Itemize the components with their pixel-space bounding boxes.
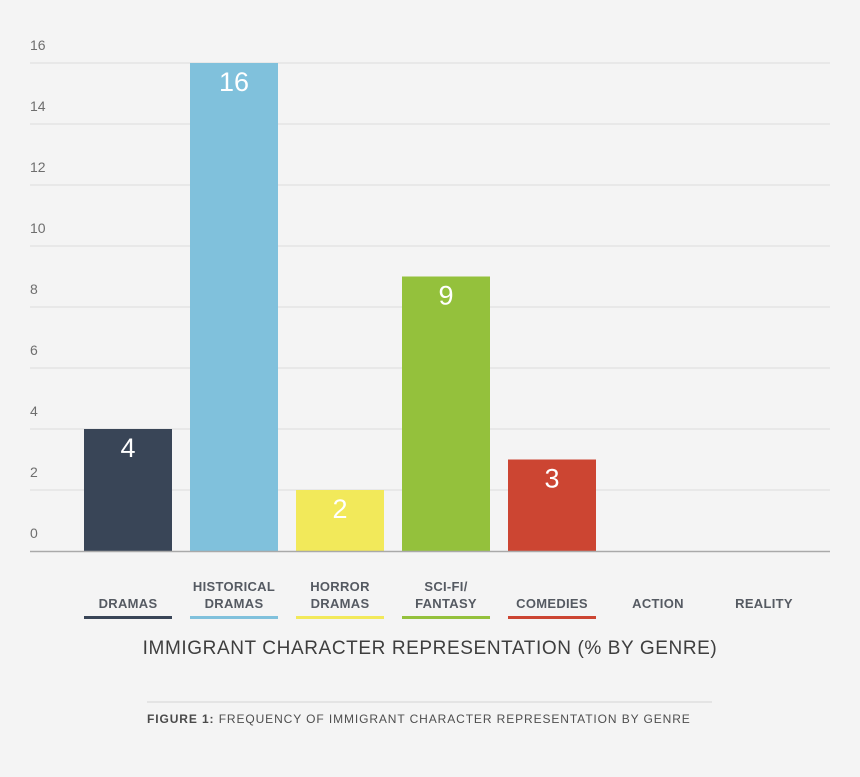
bar-value-label: 9 bbox=[438, 281, 453, 311]
bar-value-label: 2 bbox=[332, 494, 347, 524]
y-tick-label: 16 bbox=[30, 37, 46, 53]
bar-value-label: 3 bbox=[544, 464, 559, 494]
x-category-label: DRAMAS bbox=[311, 596, 370, 611]
figure-caption: FIGURE 1: FREQUENCY OF IMMIGRANT CHARACT… bbox=[147, 712, 712, 726]
x-category-label: HORROR bbox=[310, 579, 370, 594]
legend-underline bbox=[402, 616, 490, 619]
y-tick-label: 12 bbox=[30, 159, 46, 175]
x-category-label: FANTASY bbox=[415, 596, 477, 611]
y-tick-label: 4 bbox=[30, 403, 38, 419]
x-category-label: DRAMAS bbox=[205, 596, 264, 611]
bar bbox=[84, 429, 172, 551]
x-category-label: SCI-FI/ bbox=[424, 579, 467, 594]
legend-underline bbox=[84, 616, 172, 619]
legend-underline bbox=[190, 616, 278, 619]
x-category-label: REALITY bbox=[735, 596, 793, 611]
bar-value-label: 4 bbox=[120, 433, 135, 463]
bars: 4 16 2 9 3 bbox=[84, 63, 596, 551]
bar bbox=[402, 276, 490, 551]
bar bbox=[296, 490, 384, 551]
caption-text: FREQUENCY OF IMMIGRANT CHARACTER REPRESE… bbox=[218, 712, 691, 726]
bar bbox=[190, 63, 278, 551]
x-category-label: ACTION bbox=[632, 596, 684, 611]
y-tick-label: 0 bbox=[30, 525, 38, 541]
bar-value-label: 16 bbox=[219, 67, 249, 97]
x-category-label: HISTORICAL bbox=[193, 579, 275, 594]
bar bbox=[508, 459, 596, 551]
legend-underline bbox=[296, 616, 384, 619]
y-tick-label: 14 bbox=[30, 98, 46, 114]
x-category-label: COMEDIES bbox=[516, 596, 588, 611]
x-category-label: DRAMAS bbox=[99, 596, 158, 611]
figure-number: FIGURE 1: bbox=[147, 712, 215, 726]
y-tick-label: 6 bbox=[30, 342, 38, 358]
caption-divider bbox=[147, 701, 712, 703]
y-tick-label: 10 bbox=[30, 220, 46, 236]
y-tick-label: 8 bbox=[30, 281, 38, 297]
chart-title: IMMIGRANT CHARACTER REPRESENTATION (% BY… bbox=[142, 638, 718, 659]
y-tick-label: 2 bbox=[30, 464, 38, 480]
legend-underline bbox=[508, 616, 596, 619]
category-labels: DRAMAS HISTORICAL DRAMAS HORROR DRAMAS SCI-FI… bbox=[84, 579, 793, 619]
